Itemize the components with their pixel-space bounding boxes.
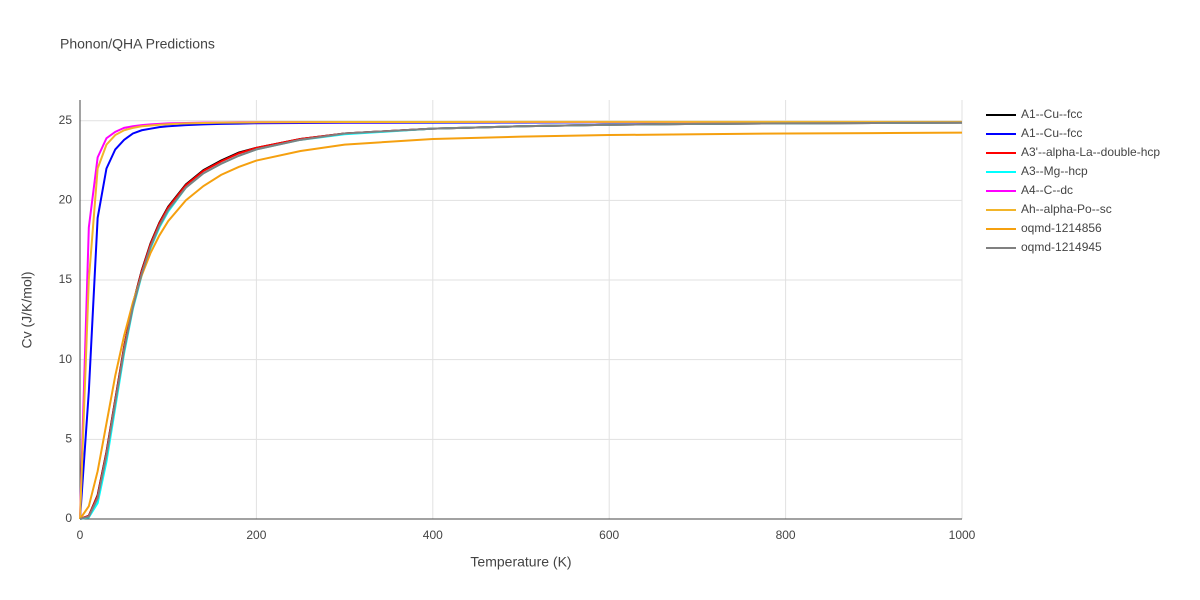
series-line [79, 121, 963, 520]
legend-label: A3'--alpha-La--double-hcp [1021, 145, 1160, 159]
legend-label: Ah--alpha-Po--sc [1021, 202, 1112, 216]
x-tick-label: 600 [599, 528, 619, 542]
y-axis-label: Cv (J/K/mol) [19, 272, 35, 349]
x-tick-label: 200 [246, 528, 266, 542]
series-line [79, 131, 963, 520]
chart-title: Phonon/QHA Predictions [60, 36, 215, 52]
series-line [79, 121, 963, 520]
y-tick-label: 5 [65, 432, 72, 446]
series-line [79, 121, 963, 520]
legend-label: A1--Cu--fcc [1021, 126, 1082, 140]
x-tick-label: 1000 [949, 528, 976, 542]
legend-label: oqmd-1214945 [1021, 240, 1102, 254]
y-tick-label: 0 [65, 511, 72, 525]
y-tick-label: 15 [59, 272, 73, 286]
legend-label: oqmd-1214856 [1021, 221, 1102, 235]
x-tick-label: 800 [776, 528, 796, 542]
series-line [79, 120, 962, 520]
legend-label: A1--Cu--fcc [1021, 107, 1082, 121]
series-line [79, 121, 962, 520]
y-tick-label: 25 [59, 113, 73, 127]
x-tick-label: 0 [77, 528, 84, 542]
y-tick-label: 20 [59, 193, 73, 207]
series-line [79, 121, 963, 520]
x-tick-label: 400 [423, 528, 443, 542]
legend-label: A3--Mg--hcp [1021, 164, 1088, 178]
legend-label: A4--C--dc [1021, 183, 1073, 197]
y-tick-label: 10 [59, 352, 73, 366]
x-axis-label: Temperature (K) [470, 554, 571, 570]
